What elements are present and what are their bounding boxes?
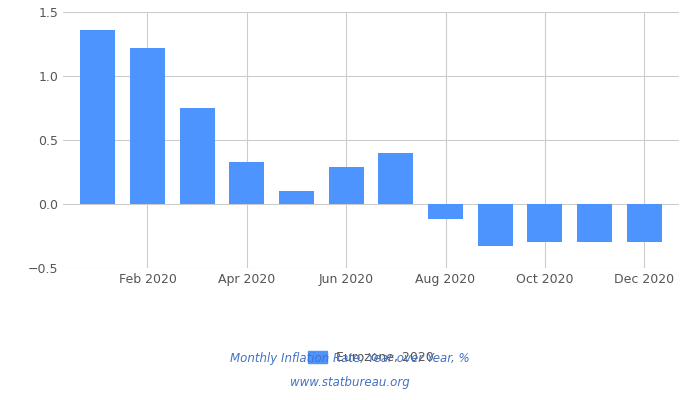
Bar xyxy=(626,204,662,242)
Bar xyxy=(578,204,612,242)
Bar xyxy=(80,30,116,204)
Bar xyxy=(478,204,512,246)
Text: www.statbureau.org: www.statbureau.org xyxy=(290,376,410,389)
Bar xyxy=(180,108,214,204)
Bar xyxy=(428,204,463,219)
Bar xyxy=(528,204,562,242)
Bar xyxy=(230,162,264,204)
Legend: Eurozone, 2020: Eurozone, 2020 xyxy=(302,346,440,369)
Bar xyxy=(329,167,363,204)
Bar xyxy=(379,153,413,204)
Text: Monthly Inflation Rate, Year over Year, %: Monthly Inflation Rate, Year over Year, … xyxy=(230,352,470,365)
Bar xyxy=(279,191,314,204)
Bar xyxy=(130,48,164,204)
